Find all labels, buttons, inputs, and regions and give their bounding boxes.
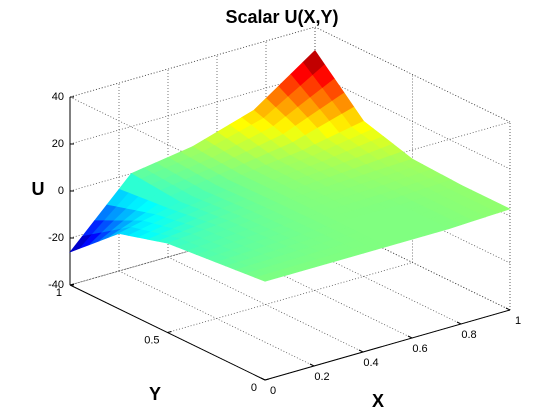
y-axis-label: Y bbox=[149, 384, 161, 404]
grid-line bbox=[69, 26, 316, 98]
grid-line bbox=[69, 214, 316, 286]
tick-mark bbox=[456, 321, 462, 325]
x-tick-label: 1 bbox=[515, 315, 521, 327]
x-tick-label: 0 bbox=[270, 385, 276, 397]
z-tick-label: 0 bbox=[58, 185, 64, 197]
tick-mark bbox=[505, 307, 511, 311]
surface-patch bbox=[254, 273, 279, 282]
grid-line bbox=[167, 256, 364, 353]
x-tick-label: 0.6 bbox=[412, 343, 427, 355]
x-axis-label: X bbox=[372, 391, 384, 411]
grid-line bbox=[69, 73, 316, 145]
tick-mark bbox=[264, 378, 270, 381]
x-tick-label: 0.4 bbox=[363, 357, 378, 369]
tick-mark bbox=[407, 335, 413, 339]
x-tick-label: 0.2 bbox=[314, 371, 329, 383]
tick-mark bbox=[167, 331, 172, 333]
x-tick-label: 0.8 bbox=[461, 329, 476, 341]
y-tick-label: 0 bbox=[251, 382, 257, 394]
chart-title: Scalar U(X,Y) bbox=[225, 7, 338, 27]
z-axis-label: U bbox=[32, 179, 45, 199]
z-tick-label: -20 bbox=[48, 232, 64, 244]
grid-line bbox=[167, 262, 413, 333]
tick-mark bbox=[309, 363, 315, 367]
z-tick-label: -40 bbox=[48, 279, 64, 291]
z-tick-label: 40 bbox=[52, 91, 64, 103]
z-tick-label: 20 bbox=[52, 138, 64, 150]
y-tick-label: 0.5 bbox=[144, 334, 159, 346]
grid-line bbox=[69, 120, 316, 192]
x-axis bbox=[264, 309, 511, 381]
grid-line bbox=[314, 26, 511, 123]
y-tick-label: 1 bbox=[56, 287, 62, 299]
grid-line bbox=[118, 270, 315, 367]
tick-mark bbox=[358, 349, 364, 353]
tick-mark bbox=[260, 377, 266, 381]
grid-line bbox=[314, 73, 511, 170]
